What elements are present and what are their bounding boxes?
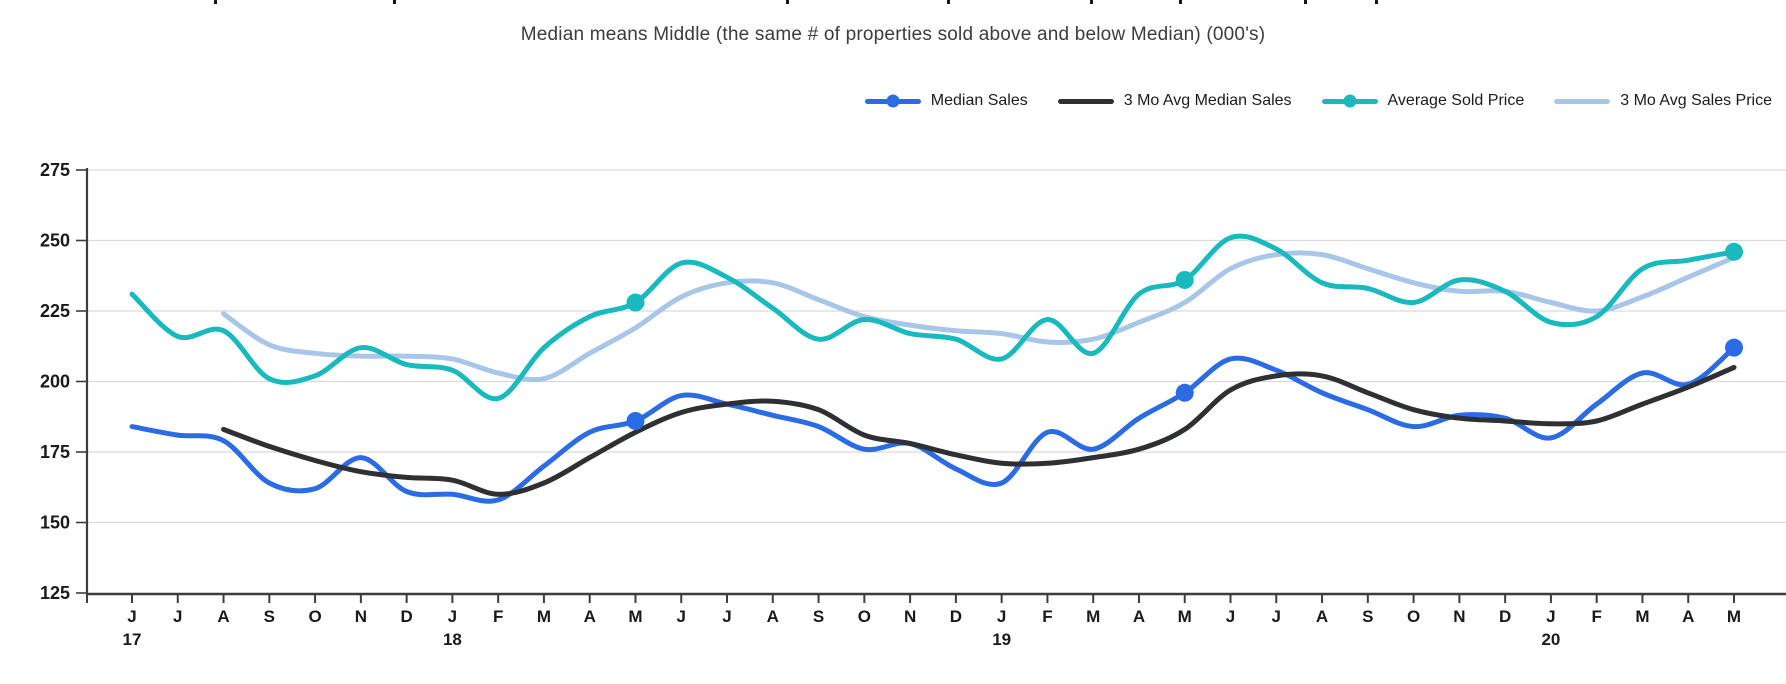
legend-label: Average Sold Price xyxy=(1387,92,1525,109)
x-tick-label: D xyxy=(950,607,962,626)
legend-dot-icon xyxy=(886,94,900,108)
x-tick-label: A xyxy=(1316,607,1328,626)
y-tick-label: 250 xyxy=(40,231,70,251)
series-marker-median-sales xyxy=(1175,383,1194,402)
x-tick-label: F xyxy=(493,607,503,626)
x-tick-label: D xyxy=(400,607,412,626)
legend-item-median-sales[interactable]: Median Sales xyxy=(864,92,1028,110)
y-tick-label: 150 xyxy=(40,513,70,533)
legend-label: Median Sales xyxy=(930,92,1028,109)
x-tick-label: D xyxy=(1499,607,1511,626)
legend-line-icon xyxy=(864,94,921,108)
x-tick-label: S xyxy=(1362,607,1373,626)
x-tick-label: O xyxy=(1407,607,1420,626)
x-tick-label: M xyxy=(628,607,642,626)
clipped-text-fragment xyxy=(1090,0,1093,4)
x-tick-label: J xyxy=(1546,607,1555,626)
legend-item-3-mo-avg-median-sales[interactable]: 3 Mo Avg Median Sales xyxy=(1057,92,1292,110)
x-tick-label: J xyxy=(1272,607,1281,626)
x-tick-label: A xyxy=(767,607,779,626)
page-title: Median means Middle (the same # of prope… xyxy=(520,24,1266,45)
x-tick-label: J xyxy=(722,607,731,626)
x-year-label: 17 xyxy=(123,630,142,649)
legend-line-icon xyxy=(1057,98,1114,104)
x-tick-label: J xyxy=(997,607,1006,626)
legend-label: 3 Mo Avg Sales Price xyxy=(1620,92,1772,109)
chart-legend: Median Sales 3 Mo Avg Median Sales Average… xyxy=(864,92,1772,110)
x-tick-label: F xyxy=(1591,607,1601,626)
x-tick-label: N xyxy=(904,607,916,626)
series-marker-average-sold-price xyxy=(1175,270,1194,289)
x-tick-label: O xyxy=(308,607,321,626)
x-year-label: 20 xyxy=(1541,630,1560,649)
legend-item-3-mo-avg-sales-price[interactable]: 3 Mo Avg Sales Price xyxy=(1554,92,1772,110)
x-tick-label: A xyxy=(1133,607,1145,626)
x-tick-label: N xyxy=(1453,607,1465,626)
clipped-text-fragment xyxy=(1375,0,1378,4)
axes: 125 150 175 200 225 250 275 J J A S O N D J F M A M J J A S O N D… xyxy=(40,160,1786,649)
series-marker-average-sold-price xyxy=(626,293,645,312)
x-tick-label: A xyxy=(217,607,229,626)
clipped-text-fragment xyxy=(214,0,217,4)
legend-item-average-sold-price[interactable]: Average Sold Price xyxy=(1321,92,1525,110)
x-tick-label: M xyxy=(1178,607,1192,626)
x-tick-label: N xyxy=(355,607,367,626)
series-line-median-sales xyxy=(129,345,1737,504)
clipped-text-fragment xyxy=(1304,0,1307,4)
legend-dot-icon xyxy=(1343,94,1357,108)
x-tick-label: J xyxy=(677,607,686,626)
x-tick-label: A xyxy=(584,607,596,626)
x-tick-label: M xyxy=(1086,607,1100,626)
y-tick-label: 275 xyxy=(40,160,70,180)
x-tick-label: J xyxy=(127,607,136,626)
legend-label: 3 Mo Avg Median Sales xyxy=(1123,92,1292,109)
series-marker-median-sales xyxy=(626,411,645,430)
series-lines xyxy=(129,233,1737,504)
clipped-text-fragment xyxy=(786,0,789,4)
x-tick-label: M xyxy=(537,607,551,626)
legend-line-icon xyxy=(1321,94,1378,108)
series-markers xyxy=(626,242,1743,430)
series-line-average-sold-price xyxy=(129,233,1737,402)
x-tick-label: S xyxy=(264,607,275,626)
legend-line-icon xyxy=(1554,98,1611,104)
x-tick-label: S xyxy=(813,607,824,626)
x-tick-label: J xyxy=(1226,607,1235,626)
clipped-text-fragment xyxy=(1179,0,1182,4)
x-tick-label: O xyxy=(858,607,871,626)
series-line-3-mo-avg-sales-price xyxy=(221,250,1737,383)
series-marker-average-sold-price xyxy=(1724,242,1743,261)
x-year-label: 19 xyxy=(992,630,1011,649)
y-tick-label: 200 xyxy=(40,372,70,392)
gridlines xyxy=(87,169,1786,524)
x-tick-label: J xyxy=(448,607,457,626)
series-marker-median-sales xyxy=(1724,338,1743,357)
y-tick-label: 225 xyxy=(40,301,70,321)
clipped-text-fragment xyxy=(947,0,950,4)
x-year-label: 18 xyxy=(443,630,462,649)
x-tick-label: A xyxy=(1682,607,1694,626)
y-tick-label: 175 xyxy=(40,442,70,462)
clipped-text-fragment xyxy=(393,0,396,4)
x-tick-label: J xyxy=(173,607,182,626)
x-tick-label: M xyxy=(1635,607,1649,626)
x-tick-label: M xyxy=(1727,607,1741,626)
y-tick-label: 125 xyxy=(40,583,70,603)
series-line-3-mo-avg-median-sales xyxy=(221,364,1737,497)
x-tick-label: F xyxy=(1042,607,1052,626)
